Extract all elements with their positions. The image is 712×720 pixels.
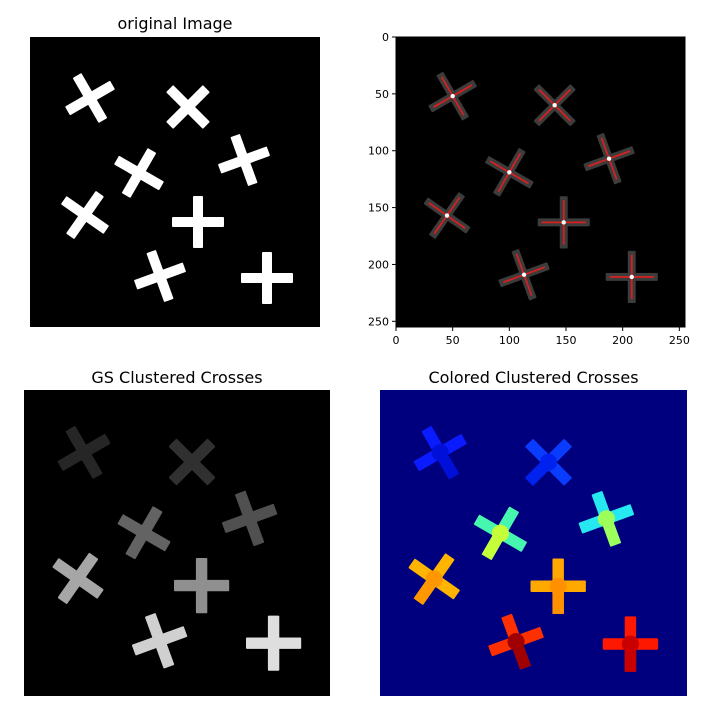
skeleton-cross-5 — [537, 196, 590, 249]
y-tick-label: 50 — [375, 88, 389, 101]
skeleton-cross-3 — [583, 133, 635, 185]
cluster-cross-6 — [488, 613, 544, 670]
cross-5 — [172, 196, 224, 248]
cluster-cross-1 — [524, 439, 572, 486]
cluster-cross-7 — [246, 615, 302, 671]
skeleton-image-axes: 0 50 100 150 200 250 0 50 100 150 200 250 — [368, 31, 690, 347]
cross-1 — [166, 85, 210, 129]
x-tick-label: 150 — [556, 334, 577, 347]
title-original-image: original Image — [117, 14, 233, 33]
x-tick-label: 100 — [499, 334, 520, 347]
cluster-cross-6 — [131, 613, 188, 669]
x-tick-label: 0 — [393, 334, 400, 347]
skeleton-cross-4 — [423, 192, 471, 239]
cluster-cross-5 — [530, 558, 586, 614]
y-tick-label: 150 — [368, 202, 389, 215]
title-gs-clustered: GS Clustered Crosses — [91, 368, 263, 387]
cluster-cross-3 — [578, 491, 635, 547]
skeleton-cross-1 — [533, 84, 576, 127]
gs-clustered-axes — [24, 390, 330, 696]
skeleton-cross-7 — [605, 250, 658, 304]
cluster-cross-2 — [117, 506, 171, 560]
cross-7 — [241, 252, 293, 304]
cluster-cross-4 — [408, 553, 460, 605]
cluster-cross-0 — [413, 426, 467, 480]
cross-0 — [65, 73, 115, 123]
title-colored-clustered: Colored Clustered Crosses — [428, 368, 639, 387]
cluster-cross-4 — [52, 552, 104, 604]
cross-4 — [61, 191, 109, 239]
y-tick-label: 100 — [368, 145, 389, 158]
cluster-cross-2 — [473, 506, 527, 561]
y-tick-label: 200 — [368, 258, 389, 271]
cross-2 — [114, 148, 164, 198]
cluster-cross-7 — [602, 616, 659, 672]
x-tick-label: 250 — [669, 334, 690, 347]
cross-6 — [134, 250, 186, 302]
cross-3 — [218, 134, 270, 186]
colored-clustered-axes — [380, 390, 687, 696]
skeleton-cross-6 — [498, 249, 550, 301]
y-tick-label: 250 — [368, 315, 389, 328]
cluster-cross-5 — [174, 558, 230, 614]
skeleton-cross-2 — [485, 148, 534, 197]
axes-frame — [395, 36, 686, 328]
x-tick-label: 50 — [446, 334, 460, 347]
cluster-cross-0 — [57, 426, 111, 479]
original-image-axes — [30, 37, 320, 327]
image-background — [30, 37, 320, 327]
y-tick-label: 0 — [382, 31, 389, 44]
cluster-cross-3 — [221, 490, 278, 547]
skeleton-cross-0 — [428, 71, 477, 121]
x-tick-label: 200 — [612, 334, 633, 347]
cluster-cross-1 — [168, 438, 216, 486]
